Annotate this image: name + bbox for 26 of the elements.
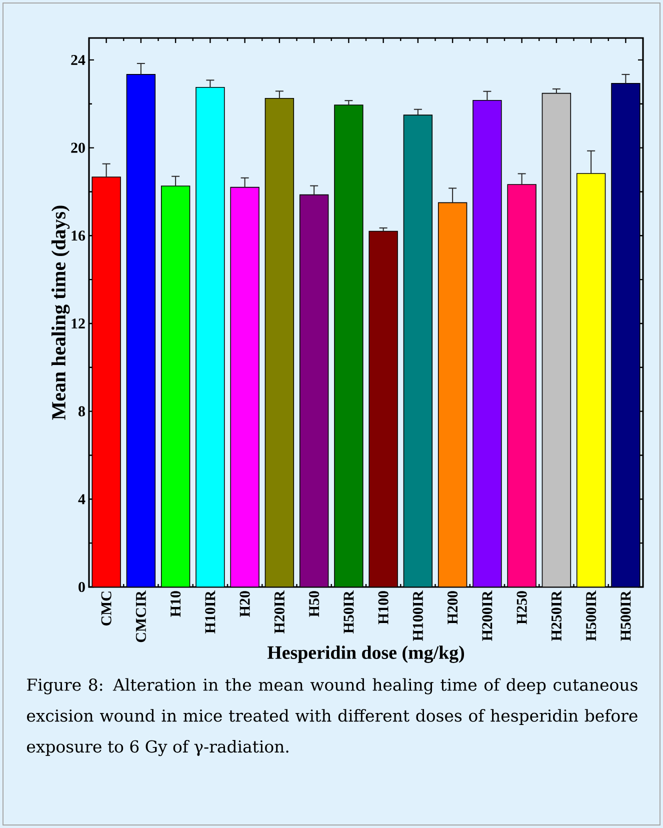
y-tick-label: 20 (71, 142, 85, 153)
x-tick-label: H500IR (620, 590, 631, 641)
y-tick-label: 24 (71, 55, 86, 65)
x-tick-label: H20 (240, 591, 250, 617)
y-tick-label: 0 (78, 582, 85, 592)
x-tick-label: H200 (448, 591, 458, 624)
x-tick-label: H100IR (412, 590, 423, 641)
x-tick-label: H100 (378, 591, 388, 624)
y-tick-label: 8 (78, 406, 85, 416)
x-tick-label: CMC (101, 592, 112, 626)
x-tick-label: H200IR (482, 590, 492, 641)
y-tick-label: 4 (78, 494, 86, 504)
x-tick-label: H250 (516, 591, 527, 624)
x-axis-title: Hesperidin dose (mg/kg) (267, 646, 464, 663)
y-tick-label: 12 (72, 318, 85, 328)
caption: Figure 8: Alteration in the mean wound healing time of deep cutaneous excision wound in mice treated with different doses of hesperidin before exposure to 6 Gy of γ-radiation. (27, 678, 638, 756)
x-tick-label: CMCIR (136, 590, 146, 642)
x-tick-label: H50IR (344, 590, 354, 634)
x-tick-label: H50 (309, 591, 320, 617)
x-tick-label: H500IR (586, 590, 596, 641)
x-tick-label: H250IR (551, 590, 562, 641)
x-tick-label: H10IR (205, 590, 216, 634)
y-axis-title: Mean healing time (days) (51, 206, 70, 420)
x-tick-label: H20IR (274, 590, 284, 634)
y-tick-label: 16 (72, 230, 86, 241)
x-tick-label: H10 (170, 591, 181, 617)
